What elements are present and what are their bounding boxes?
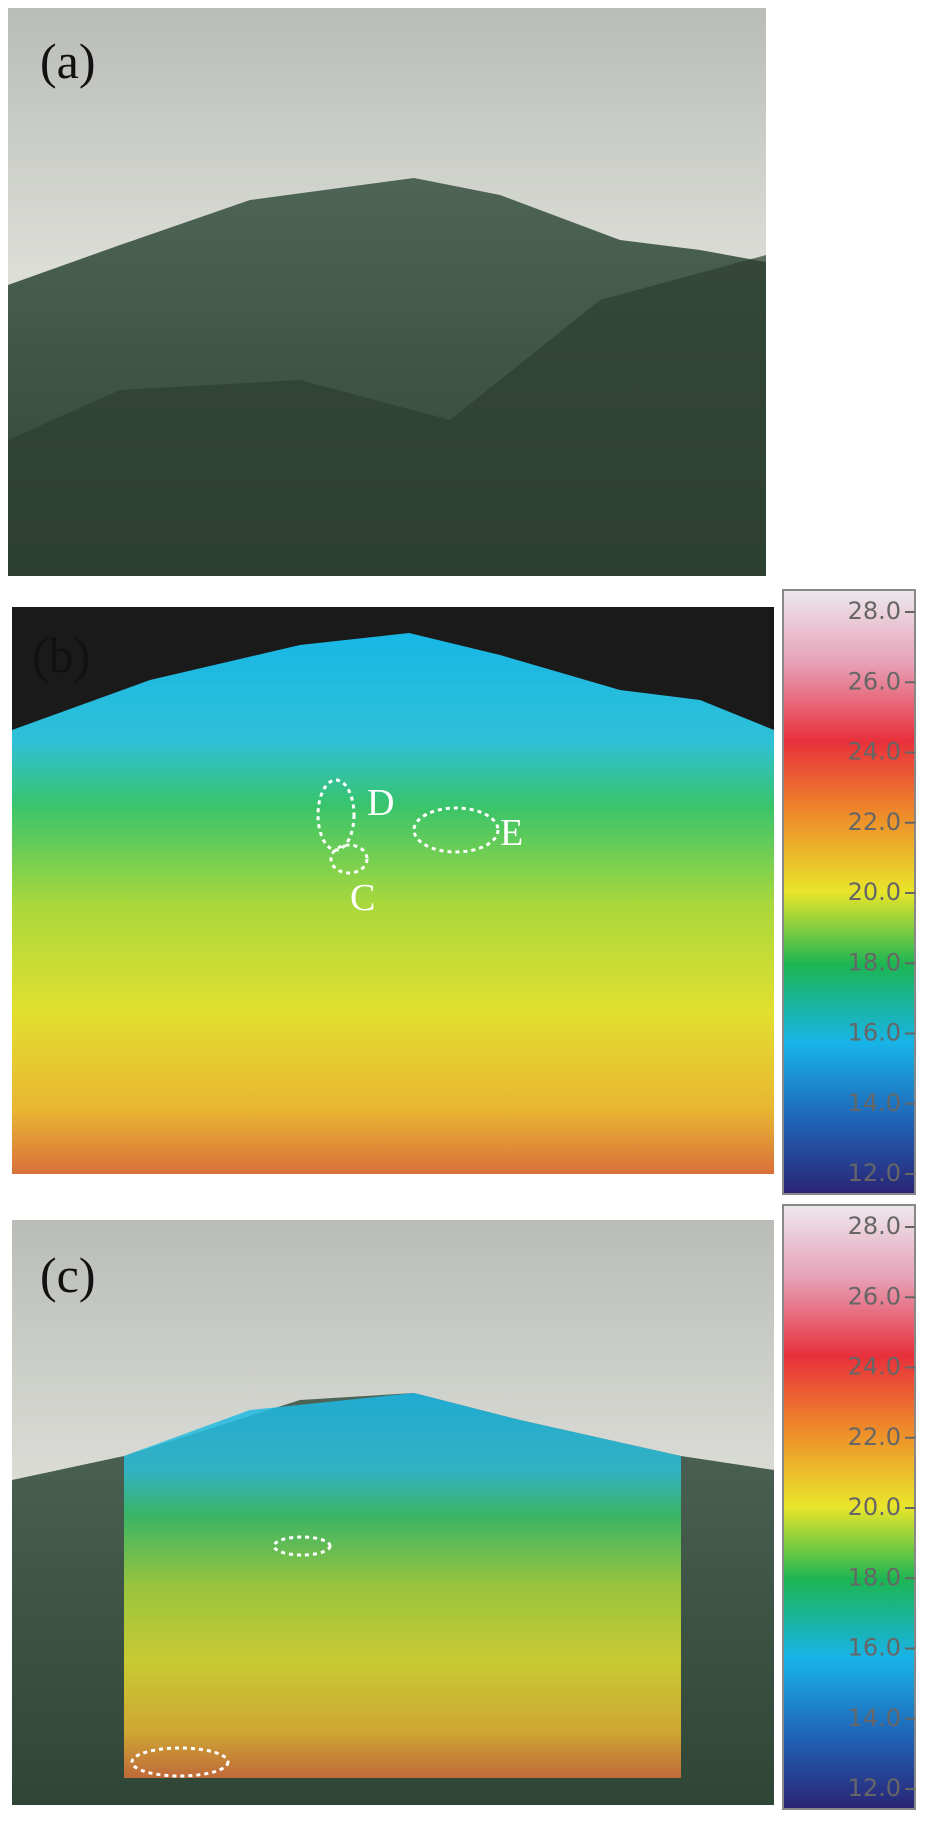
annotation: D: [367, 782, 394, 824]
tick-label: 26.0: [848, 1282, 901, 1310]
tick-label: 28.0: [848, 1212, 901, 1240]
panel-label: (b): [32, 627, 90, 683]
tick-label: 28.0: [848, 597, 901, 625]
tick-label: 16.0: [848, 1019, 901, 1047]
panel-c: (c): [12, 1220, 774, 1805]
tick-label: 18.0: [848, 948, 901, 976]
thermal-image: [12, 633, 774, 1174]
tick-label: 24.0: [848, 1353, 901, 1381]
annotation: C: [350, 877, 375, 919]
tick-label: 22.0: [848, 808, 901, 836]
figure: (a) D C E (b) (c) 28.0 26.0 24.0 22.0 20.0 18…: [0, 0, 928, 1829]
tick-label: 14.0: [848, 1704, 901, 1732]
panel-label: (a): [40, 33, 96, 89]
tick-label: 16.0: [848, 1634, 901, 1662]
thermal-overlay: [124, 1393, 681, 1778]
annotation: E: [500, 812, 523, 854]
tick-label: 24.0: [848, 738, 901, 766]
tick-label: 18.0: [848, 1563, 901, 1591]
tick-label: 20.0: [848, 878, 901, 906]
panel-label: (c): [40, 1247, 96, 1303]
tick-label: 22.0: [848, 1423, 901, 1451]
tick-label: 20.0: [848, 1493, 901, 1521]
panel-b: D C E (b): [12, 607, 774, 1174]
tick-label: 12.0: [848, 1159, 901, 1187]
tick-label: 12.0: [848, 1774, 901, 1802]
tick-label: 14.0: [848, 1089, 901, 1117]
tick-label: 26.0: [848, 667, 901, 695]
panel-a: (a): [8, 8, 766, 576]
